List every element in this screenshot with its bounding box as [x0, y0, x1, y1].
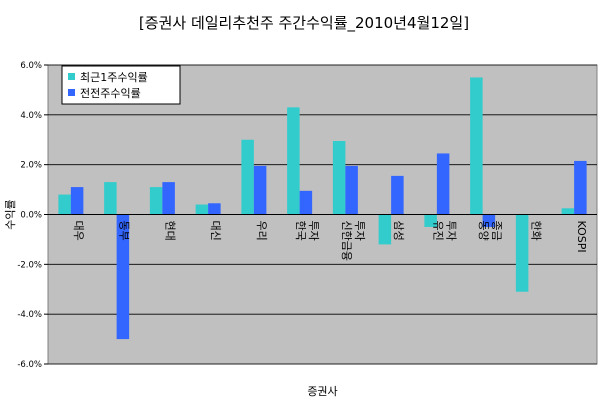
bar-recent: [241, 139, 254, 215]
bar-recent: [561, 208, 575, 215]
x-category-line: 유진: [431, 221, 444, 241]
x-category-label: KOSPI: [575, 221, 588, 253]
bars: [58, 77, 587, 340]
x-category-line: 동부: [118, 221, 131, 241]
bar-recent: [287, 107, 300, 215]
x-category-line: 한화: [529, 221, 542, 241]
bar-prior: [391, 175, 404, 215]
x-category-label: 동양 종금: [477, 221, 503, 241]
bar-recent: [424, 214, 437, 227]
x-category-line: 투자: [353, 221, 366, 241]
x-axis-categories: 대우 동부 현대 대신 우리 한국 투자 신한금융 투자 삼성 유진 투자 동양 종금 한화 KOSPI: [72, 221, 588, 261]
x-category-line: 우리: [255, 221, 268, 241]
y-tick-label: -4.0%: [17, 310, 42, 320]
legend-box: [61, 65, 181, 105]
bar-prior: [162, 182, 175, 215]
x-category-line: 동양: [477, 221, 490, 241]
y-tick-label: 6.0%: [20, 61, 42, 71]
x-category-label: 한국 투자: [294, 221, 320, 241]
bar-recent: [470, 77, 483, 215]
chart-title: [증권사 데일리추천주 주간수익률_2010년4월12일]: [139, 14, 469, 33]
y-axis-label: 수익률: [4, 199, 17, 229]
y-tick-label: 4.0%: [20, 111, 42, 121]
bar-prior: [574, 160, 587, 215]
bar-prior: [253, 165, 267, 215]
x-category-line: 현대: [163, 221, 176, 241]
bar-prior: [436, 153, 450, 215]
x-category-line: 종금: [490, 221, 503, 241]
x-category-line: 삼성: [392, 221, 405, 241]
legend-swatch-recent: [68, 73, 75, 80]
x-category-label: 한화: [529, 221, 542, 241]
y-tick-label: 2.0%: [20, 161, 42, 171]
x-category-line: 대신: [209, 221, 222, 241]
x-category-line: 투자: [444, 221, 457, 241]
bar-prior: [345, 165, 358, 215]
legend-label-prior: 전전주수익률: [80, 87, 141, 100]
bar-recent: [515, 214, 529, 292]
bar-prior: [482, 214, 496, 227]
x-category-line: KOSPI: [575, 221, 588, 253]
bar-prior: [299, 190, 313, 215]
x-category-label: 대신: [209, 221, 222, 241]
y-tick-label: 0.0%: [20, 211, 42, 221]
bar-recent: [58, 194, 71, 215]
gridlines: [48, 64, 597, 365]
bar-recent: [332, 140, 346, 215]
legend-label-recent: 최근1주수익률: [80, 71, 148, 84]
y-axis-ticks: 6.0% 4.0% 2.0% 0.0% -2.0% -4.0% -6.0%: [17, 61, 48, 370]
bar-recent: [149, 187, 163, 215]
x-category-label: 신한금융 투자: [340, 221, 366, 261]
bar-prior: [116, 214, 130, 340]
x-category-line: 대우: [72, 221, 85, 241]
x-category-line: 신한금융: [340, 221, 353, 261]
x-category-label: 유진 투자: [431, 221, 457, 241]
bar-prior: [70, 187, 84, 215]
x-category-line: 한국: [294, 221, 307, 241]
x-axis-label: 증권사: [307, 385, 337, 398]
x-category-label: 삼성: [392, 221, 405, 241]
bar-recent: [378, 214, 392, 245]
bar-recent: [195, 204, 209, 215]
y-tick-label: -6.0%: [17, 360, 42, 370]
legend-swatch-prior: [68, 89, 75, 96]
x-category-label: 동부: [118, 221, 131, 241]
y-tick-label: -2.0%: [17, 260, 42, 270]
legend: 최근1주수익률 전전주수익률: [61, 65, 181, 105]
x-category-label: 현대: [163, 221, 176, 241]
bar-recent: [104, 182, 117, 215]
x-category-label: 대우: [72, 221, 85, 241]
bar-prior: [208, 203, 221, 215]
x-category-line: 투자: [307, 221, 320, 241]
x-category-label: 우리: [255, 221, 268, 241]
